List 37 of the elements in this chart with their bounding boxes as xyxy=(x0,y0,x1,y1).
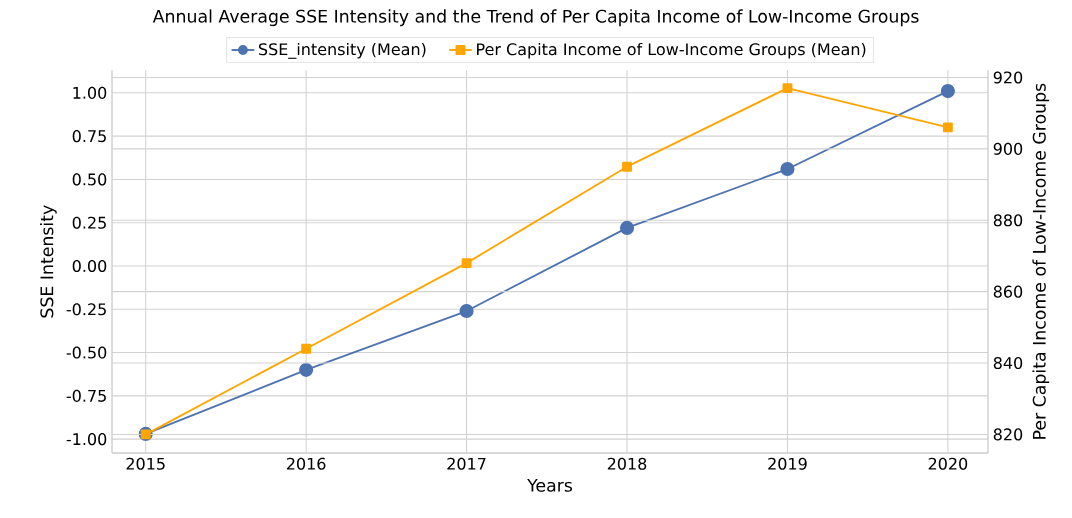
point xyxy=(619,220,635,235)
y-tick-label: 0.25 xyxy=(72,216,106,229)
y-tick-label: 0.50 xyxy=(72,173,107,186)
point xyxy=(942,122,953,133)
point xyxy=(782,83,793,94)
y2-tick-label: 900 xyxy=(993,142,1023,155)
y2-tick-label: 880 xyxy=(993,214,1023,227)
point xyxy=(461,258,472,269)
y-axis-title: SSE Intensity xyxy=(39,205,57,318)
y-tick-label: -1.00 xyxy=(66,433,107,446)
y2-tick-label: 920 xyxy=(993,71,1023,84)
legend-label: SSE_intensity (Mean) xyxy=(258,42,426,59)
y-tick-label: -0.25 xyxy=(66,303,106,316)
point xyxy=(299,362,314,377)
chart-title: Annual Average SSE Intensity and the Trend of Per Capita Income of Low-Income Groups xyxy=(152,9,919,27)
point xyxy=(622,161,632,172)
y2-axis-title: Per Capita Income of Low-Income Groups xyxy=(1032,83,1050,439)
y2-tick-label: 860 xyxy=(993,285,1023,298)
x-tick-label: 2017 xyxy=(447,457,486,470)
point xyxy=(940,84,955,99)
legend-label: Per Capita Income of Low-Income Groups (Mean) xyxy=(477,42,866,59)
point xyxy=(459,303,474,319)
y-tick-label: -0.50 xyxy=(66,346,107,359)
y-tick-label: 0.00 xyxy=(72,259,107,273)
y-tick-label: 1.00 xyxy=(73,86,107,99)
x-tick-label: 2020 xyxy=(928,457,968,470)
x-tick-label: 2015 xyxy=(126,457,165,470)
point xyxy=(301,343,312,354)
y2-tick-label: 820 xyxy=(993,428,1023,441)
y-tick-label: 0.75 xyxy=(72,130,106,143)
x-tick-label: 2019 xyxy=(768,457,807,470)
y-tick-label: -0.75 xyxy=(66,389,106,402)
x-tick-label: 2016 xyxy=(286,457,326,470)
point xyxy=(780,161,795,177)
x-tick-label: 2018 xyxy=(607,457,647,470)
y2-tick-label: 840 xyxy=(993,356,1023,370)
x-axis-title: Years xyxy=(527,478,573,492)
